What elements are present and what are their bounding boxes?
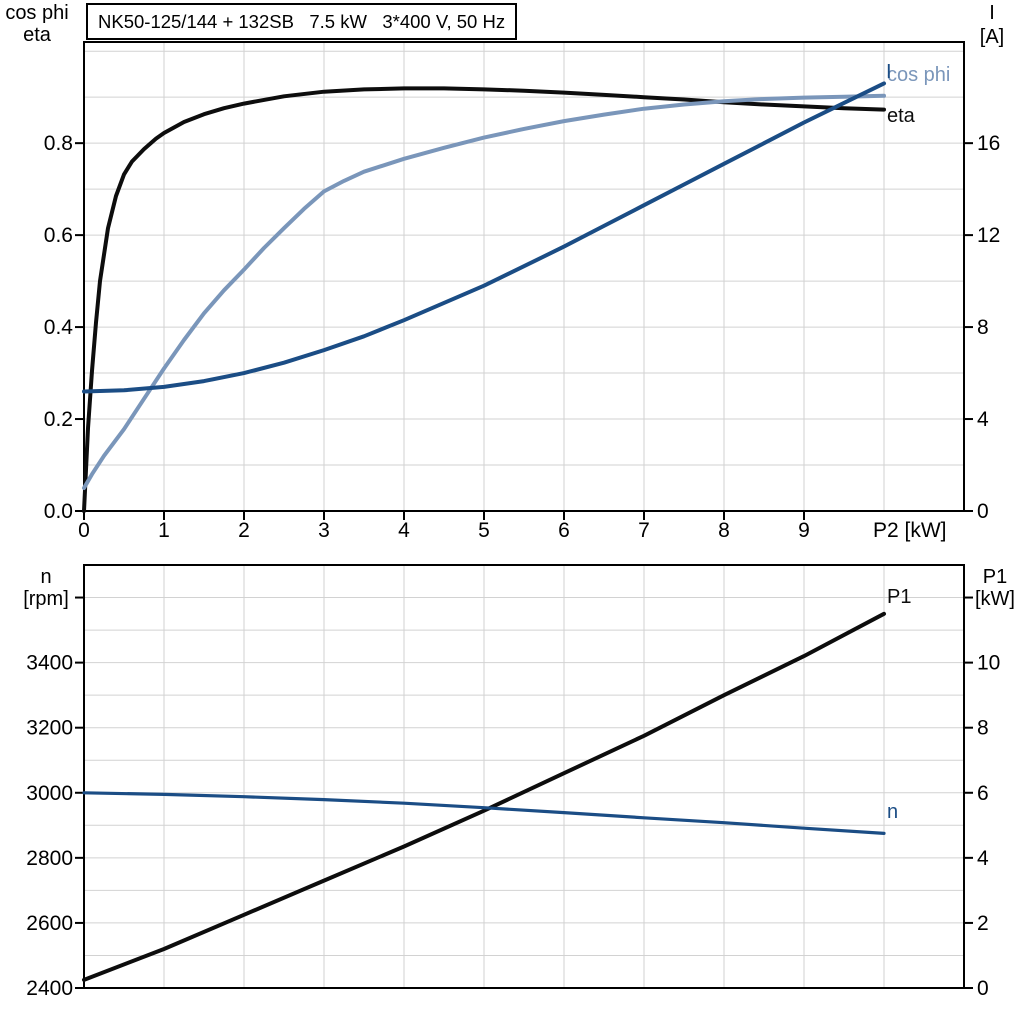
left-axis-tick-label: 0.6 [44,224,73,247]
x-axis-tick-label: 7 [638,519,650,542]
left-axis-tick-label: 2600 [26,912,73,935]
left-axis-tick-label: 3000 [26,782,73,805]
p1-curve-label: P1 [887,586,911,608]
left-axis-tick-label: 3200 [26,717,73,740]
plot-border [83,41,965,512]
right-axis-tick-label: 16 [977,132,1000,155]
right-axis-tick-label: 12 [977,224,1000,247]
x-axis-tick-label: 9 [798,519,810,542]
x-axis-tick-label: 2 [238,519,250,542]
left-axis-tick-label: 0.8 [44,132,73,155]
x-axis-tick-label: 0 [78,519,90,542]
right-axis-tick-label: 0 [977,500,989,523]
left-axis-tick-label: 0.2 [44,408,73,431]
bottom-left-axis-title-line1: n [40,566,52,588]
right-axis-tick-label: 6 [977,782,989,805]
left-axis-tick-label: 2400 [26,977,73,1000]
top-right-axis-title-line2: [A] [979,26,1005,48]
right-axis-tick-label: 10 [977,652,1000,675]
plot-border [83,564,965,989]
chart-title: NK50-125/144 + 132SB 7.5 kW 3*400 V, 50 … [98,10,506,32]
x-axis-tick-label: 5 [478,519,490,542]
left-axis-tick-label: 3400 [26,652,73,675]
right-axis-tick-label: 4 [977,847,989,870]
x-axis-tick-label: 8 [718,519,730,542]
i-curve-label: I [886,61,892,83]
left-axis-tick-label: 2800 [26,847,73,870]
eta-curve-label: eta [887,105,916,127]
left-axis-tick-label: 0.4 [44,316,74,339]
top-right-axis-title-line1: I [989,2,995,24]
top-left-axis-title-line1: cos phi [5,2,69,24]
right-axis-tick-label: 4 [977,408,989,431]
x-axis-tick-label: 1 [158,519,170,542]
p1-curve [82,611,886,982]
right-axis-tick-label: 2 [977,912,989,935]
right-axis-tick-label: 0 [977,977,989,1000]
cos-phi-curve-label: cos phi [887,64,950,86]
bottom-left-axis-title-line2: [rpm] [23,588,69,610]
i-curve [82,81,886,394]
x-axis-tick-label: 3 [318,519,330,542]
x-axis-unit-label: P2 [kW] [873,519,947,542]
eta-curve [82,86,886,513]
bottom-right-axis-title-line2: [kW] [975,588,1015,610]
x-axis-tick-label: 4 [398,519,410,542]
n-curve [82,791,886,836]
right-axis-tick-label: 8 [977,717,989,740]
cos-phi-curve [82,93,886,490]
chart-title-box: NK50-125/144 + 132SB 7.5 kW 3*400 V, 50 … [86,3,518,40]
bottom-right-axis-title-line1: P1 [982,566,1008,588]
n-curve-label: n [887,801,898,823]
left-axis-tick-label: 0.0 [44,500,73,523]
x-axis-tick-label: 6 [558,519,570,542]
top-left-axis-title-line2: eta [23,24,51,46]
right-axis-tick-label: 8 [977,316,989,339]
